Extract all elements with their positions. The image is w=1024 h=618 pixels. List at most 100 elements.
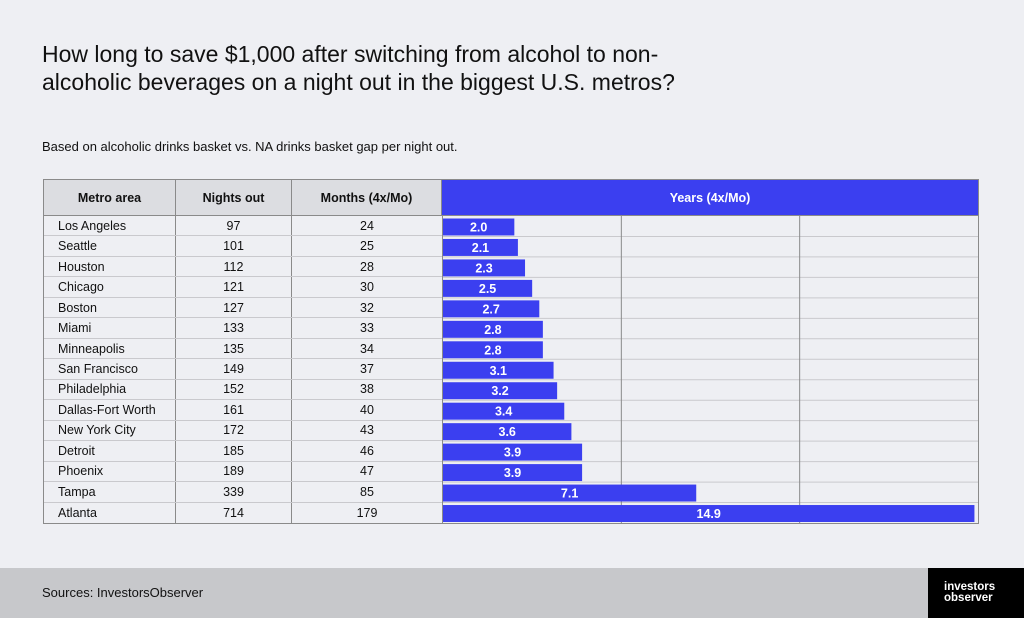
column-header-nights: Nights out [176, 180, 292, 216]
table-row: Chicago 121 30 [44, 277, 442, 298]
table-row: Tampa 339 85 [44, 482, 442, 503]
bar-plot-area: 2.0 2.1 2.3 2.5 2.7 2.8 2.8 3.1 3.2 3.4 3.6 3.9 3.9 7… [442, 216, 978, 523]
months-cell: 179 [356, 505, 378, 520]
source-text: Sources: InvestorsObserver [42, 585, 204, 600]
months-cell: 47 [360, 464, 374, 479]
bar-miami [443, 320, 543, 338]
bar-houston [443, 259, 526, 277]
nights-cell: 172 [176, 420, 292, 441]
metro-cell: New York City [44, 420, 176, 441]
metro-cell: San Francisco [44, 359, 176, 379]
nights-cell: 127 [176, 297, 292, 318]
table-row: Boston 127 32 [44, 297, 442, 319]
bar-label: 3.1 [490, 364, 507, 378]
chart-subtitle: Based on alcoholic drinks basket vs. NA … [42, 139, 458, 154]
logo-line-2: observer [944, 592, 993, 604]
nights-cell: 121 [176, 277, 292, 297]
months-cell: 30 [360, 280, 374, 295]
months-cell: 32 [360, 300, 374, 315]
chart-title: How long to save $1,000 after switching … [42, 41, 675, 95]
bar-label: 3.2 [491, 384, 508, 398]
months-cell: 46 [360, 443, 374, 458]
months-cell: 24 [360, 218, 374, 233]
metro-cell: Dallas-Fort Worth [44, 400, 176, 420]
logo-line-1: investors [944, 581, 996, 593]
metro-cell: Boston [44, 297, 176, 318]
table-row: Miami 133 33 [44, 318, 442, 339]
metro-cell: Seattle [44, 236, 176, 256]
bar-label: 2.0 [470, 220, 487, 234]
bar-phoenix [443, 464, 583, 482]
nights-cell: 189 [176, 461, 292, 482]
metro-cell: Chicago [44, 277, 176, 297]
bar-chicago [443, 279, 533, 297]
metro-cell: Tampa [44, 482, 176, 502]
metro-cell: Miami [44, 318, 176, 338]
bar-label: 3.4 [495, 405, 512, 419]
metro-cell: Detroit [44, 441, 176, 461]
table-row: San Francisco 149 37 [44, 359, 442, 380]
table-row: Phoenix 189 47 [44, 461, 442, 483]
nights-cell: 97 [176, 216, 292, 236]
nights-cell: 714 [176, 502, 292, 523]
bar-los-angeles [443, 218, 515, 236]
bar-label: 3.6 [499, 425, 516, 439]
nights-cell: 101 [176, 236, 292, 256]
table-row: Los Angeles 97 24 [44, 216, 442, 237]
table-row: Houston 112 28 [44, 256, 442, 278]
footer: Sources: InvestorsObserver [0, 568, 928, 618]
nights-cell: 339 [176, 482, 292, 502]
months-cell: 40 [360, 402, 374, 417]
bar-philadelphia [443, 382, 558, 400]
bar-minneapolis [443, 341, 543, 359]
bar-san-francisco [443, 361, 554, 379]
months-cell: 38 [360, 382, 374, 397]
months-cell: 28 [360, 259, 374, 274]
table-row: Atlanta 714 179 [44, 502, 442, 523]
bar-label: 2.8 [484, 343, 501, 357]
bar-seattle [443, 238, 518, 256]
months-cell: 25 [360, 239, 374, 254]
bar-new-york-city [443, 423, 572, 441]
column-header-months: Months (4x/Mo) [292, 180, 442, 216]
table-row: Detroit 185 46 [44, 441, 442, 462]
table-row: New York City 172 43 [44, 420, 442, 442]
bar-label: 2.1 [472, 241, 489, 255]
column-header-metro: Metro area [44, 180, 176, 216]
bar-detroit [443, 443, 583, 461]
metro-cell: Minneapolis [44, 338, 176, 359]
months-cell: 33 [360, 321, 374, 336]
metro-cell: Los Angeles [44, 216, 176, 236]
metro-cell: Phoenix [44, 461, 176, 482]
bar-label: 3.9 [504, 446, 521, 460]
bar-label: 2.5 [479, 282, 496, 296]
metro-cell: Philadelphia [44, 379, 176, 400]
bar-tampa [443, 484, 697, 502]
bar-boston [443, 300, 540, 318]
months-cell: 85 [360, 484, 374, 499]
nights-cell: 161 [176, 400, 292, 420]
bar-label: 2.8 [484, 323, 501, 337]
bar-dallas-fort-worth [443, 402, 565, 420]
table-row: Minneapolis 135 34 [44, 338, 442, 360]
months-cell: 34 [360, 341, 374, 356]
column-header-years: Years (4x/Mo) [442, 180, 978, 216]
nights-cell: 135 [176, 338, 292, 359]
bar-chart: 2.0 2.1 2.3 2.5 2.7 2.8 2.8 3.1 3.2 3.4 3.6 3.9 3.9 7… [443, 216, 978, 523]
bar-label: 14.9 [697, 507, 721, 521]
table-row: Dallas-Fort Worth 161 40 [44, 400, 442, 421]
months-cell: 37 [360, 361, 374, 376]
table-body: Los Angeles 97 24 Seattle 101 25 Houston 112 28 C… [44, 216, 442, 523]
metro-cell: Houston [44, 256, 176, 277]
table-row: Philadelphia 152 38 [44, 379, 442, 401]
bar-label: 3.9 [504, 466, 521, 480]
metro-cell: Atlanta [44, 502, 176, 523]
nights-cell: 112 [176, 256, 292, 277]
nights-cell: 152 [176, 379, 292, 400]
nights-cell: 133 [176, 318, 292, 338]
months-cell: 43 [360, 423, 374, 438]
bar-label: 2.3 [475, 261, 492, 275]
nights-cell: 185 [176, 441, 292, 461]
bar-label: 2.7 [482, 302, 499, 316]
table-row: Seattle 101 25 [44, 236, 442, 257]
